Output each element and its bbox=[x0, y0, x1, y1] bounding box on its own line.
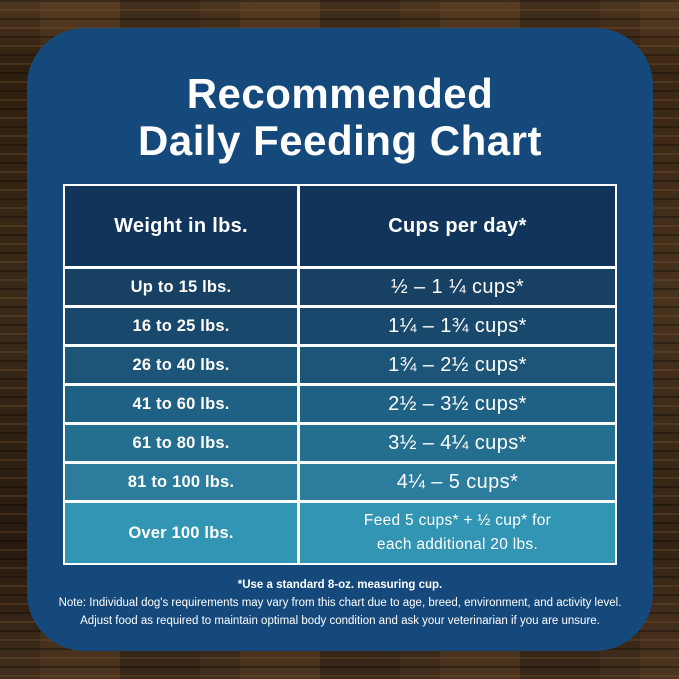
title-line-2: Daily Feeding Chart bbox=[138, 117, 542, 165]
measuring-cup-note: *Use a standard 8-oz. measuring cup. bbox=[237, 579, 443, 592]
column-header-weight: Weight in lbs. bbox=[65, 186, 297, 267]
feeding-table: Weight in lbs. Cups per day* Up to 15 lb… bbox=[63, 184, 617, 566]
table-row-cups: 4¼ – 5 cups* bbox=[300, 464, 615, 501]
table-row-weight: Over 100 lbs. bbox=[65, 503, 297, 564]
table-row-cups: 3½ – 4¼ cups* bbox=[300, 425, 615, 462]
title-line-1: Recommended bbox=[186, 70, 494, 117]
column-header-cups: Cups per day* bbox=[300, 186, 615, 267]
table-row-weight: Up to 15 lbs. bbox=[65, 269, 297, 306]
page-title: Recommended Daily Feeding Chart bbox=[27, 70, 653, 164]
table-row-weight: 81 to 100 lbs. bbox=[65, 464, 297, 501]
table-row-weight: 61 to 80 lbs. bbox=[65, 425, 297, 462]
table-row-weight: 26 to 40 lbs. bbox=[65, 347, 297, 384]
feeding-chart-card: Recommended Daily Feeding Chart Weight i… bbox=[27, 28, 653, 651]
table-row-weight: 16 to 25 lbs. bbox=[65, 308, 297, 345]
table-row-cups: Feed 5 cups* + ½ cup* for each additiona… bbox=[300, 503, 615, 564]
table-row-cups: 1¼ – 1¾ cups* bbox=[300, 308, 615, 345]
cups-text-line-1: Feed 5 cups* + ½ cup* for bbox=[363, 512, 552, 530]
cups-text-line-2: each additional 20 lbs. bbox=[376, 536, 539, 554]
table-row-cups: 2½ – 3½ cups* bbox=[300, 386, 615, 423]
table-row-cups: ½ – 1 ¼ cups* bbox=[300, 269, 615, 306]
disclaimer-line-1: Note: Individual dog's requirements may … bbox=[58, 596, 622, 609]
disclaimer-line-2: Adjust food as required to maintain opti… bbox=[80, 614, 600, 627]
table-row-weight: 41 to 60 lbs. bbox=[65, 386, 297, 423]
table-row-cups: 1¾ – 2½ cups* bbox=[300, 347, 615, 384]
footnotes: *Use a standard 8-oz. measuring cup. Not… bbox=[27, 577, 653, 630]
